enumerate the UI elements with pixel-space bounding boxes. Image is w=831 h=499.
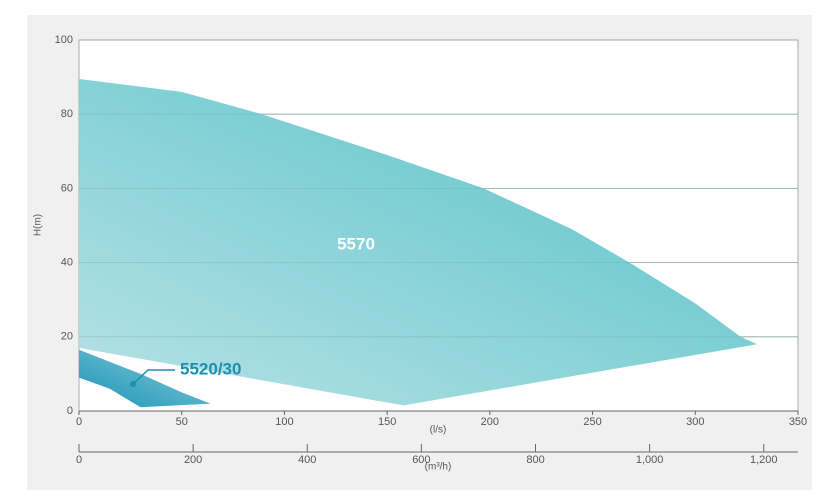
x2-axis-label: (m³/h) — [425, 462, 452, 473]
x-tick-label: 350 — [789, 416, 807, 428]
series-label: 5570 — [337, 234, 375, 253]
x-tick-label: 300 — [686, 416, 704, 428]
x2-tick-label: 1,200 — [750, 454, 778, 466]
y-axis-label: H(m) — [33, 214, 44, 236]
y-tick-label: 40 — [61, 257, 73, 269]
x-tick-label: 250 — [583, 416, 601, 428]
y-tick-label: 20 — [61, 331, 73, 343]
leader-dot — [130, 381, 136, 387]
x-tick-label: 0 — [76, 416, 82, 428]
x2-tick-label: 600 — [412, 454, 430, 466]
x-tick-label: 200 — [481, 416, 499, 428]
x-axis-label: (l/s) — [430, 425, 447, 436]
area — [79, 349, 211, 408]
x-tick-label: 150 — [378, 416, 396, 428]
x-tick-label: 100 — [275, 416, 293, 428]
x2-tick-label: 0 — [76, 454, 82, 466]
area — [79, 79, 757, 406]
y-tick-label: 60 — [61, 182, 73, 194]
x2-tick-label: 400 — [298, 454, 316, 466]
y-tick-label: 80 — [61, 108, 73, 120]
y-tick-label: 0 — [67, 405, 73, 417]
x2-tick-label: 800 — [526, 454, 544, 466]
x-tick-label: 50 — [176, 416, 188, 428]
x2-tick-label: 1,000 — [636, 454, 664, 466]
y-tick-label: 100 — [55, 34, 73, 46]
leader-line — [132, 369, 175, 385]
x2-tick-label: 200 — [184, 454, 202, 466]
series-label: 5520/30 — [180, 359, 241, 378]
